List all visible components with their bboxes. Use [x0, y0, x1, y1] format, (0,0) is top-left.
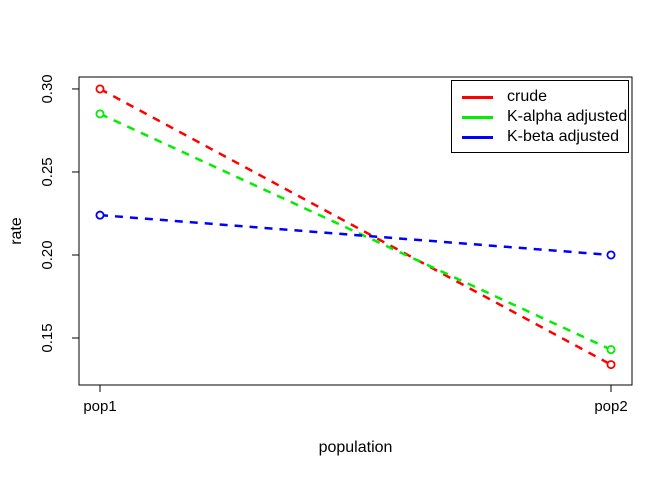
data-point	[606, 360, 616, 370]
legend-line-k-alpha-adjusted	[462, 115, 493, 119]
legend-line-k-beta-adjusted	[462, 135, 493, 139]
y-tick-label: 0.15	[39, 323, 56, 352]
legend-label-crude: crude	[507, 88, 548, 105]
data-point	[95, 210, 105, 220]
x-axis-title: population	[318, 439, 393, 456]
legend-label-k-alpha-adjusted: K-alpha adjusted	[507, 108, 628, 125]
x-tick-label: pop2	[594, 398, 627, 415]
data-point	[95, 109, 105, 119]
legend-label-k-beta-adjusted: K-beta adjusted	[507, 128, 620, 145]
y-axis-title: rate	[8, 217, 25, 245]
legend-item-k-beta-adjusted: K-beta adjusted	[452, 127, 628, 147]
legend-line-crude	[462, 95, 493, 99]
data-point	[606, 250, 616, 260]
legend-item-crude: crude	[452, 87, 628, 107]
data-point	[606, 345, 616, 355]
series-line-k-beta-adjusted	[99, 213, 612, 257]
legend-item-k-alpha-adjusted: K-alpha adjusted	[452, 107, 628, 127]
x-tick-label: pop1	[83, 398, 116, 415]
y-tick-label: 0.25	[39, 157, 56, 186]
series-line-k-alpha-adjusted	[99, 112, 612, 351]
y-tick-label: 0.30	[39, 74, 56, 103]
data-point	[95, 84, 105, 94]
series-line-crude	[99, 87, 612, 366]
y-tick-label: 0.20	[39, 240, 56, 269]
legend: crude K-alpha adjusted K-beta adjusted	[451, 80, 629, 153]
plot-border	[78, 76, 633, 386]
